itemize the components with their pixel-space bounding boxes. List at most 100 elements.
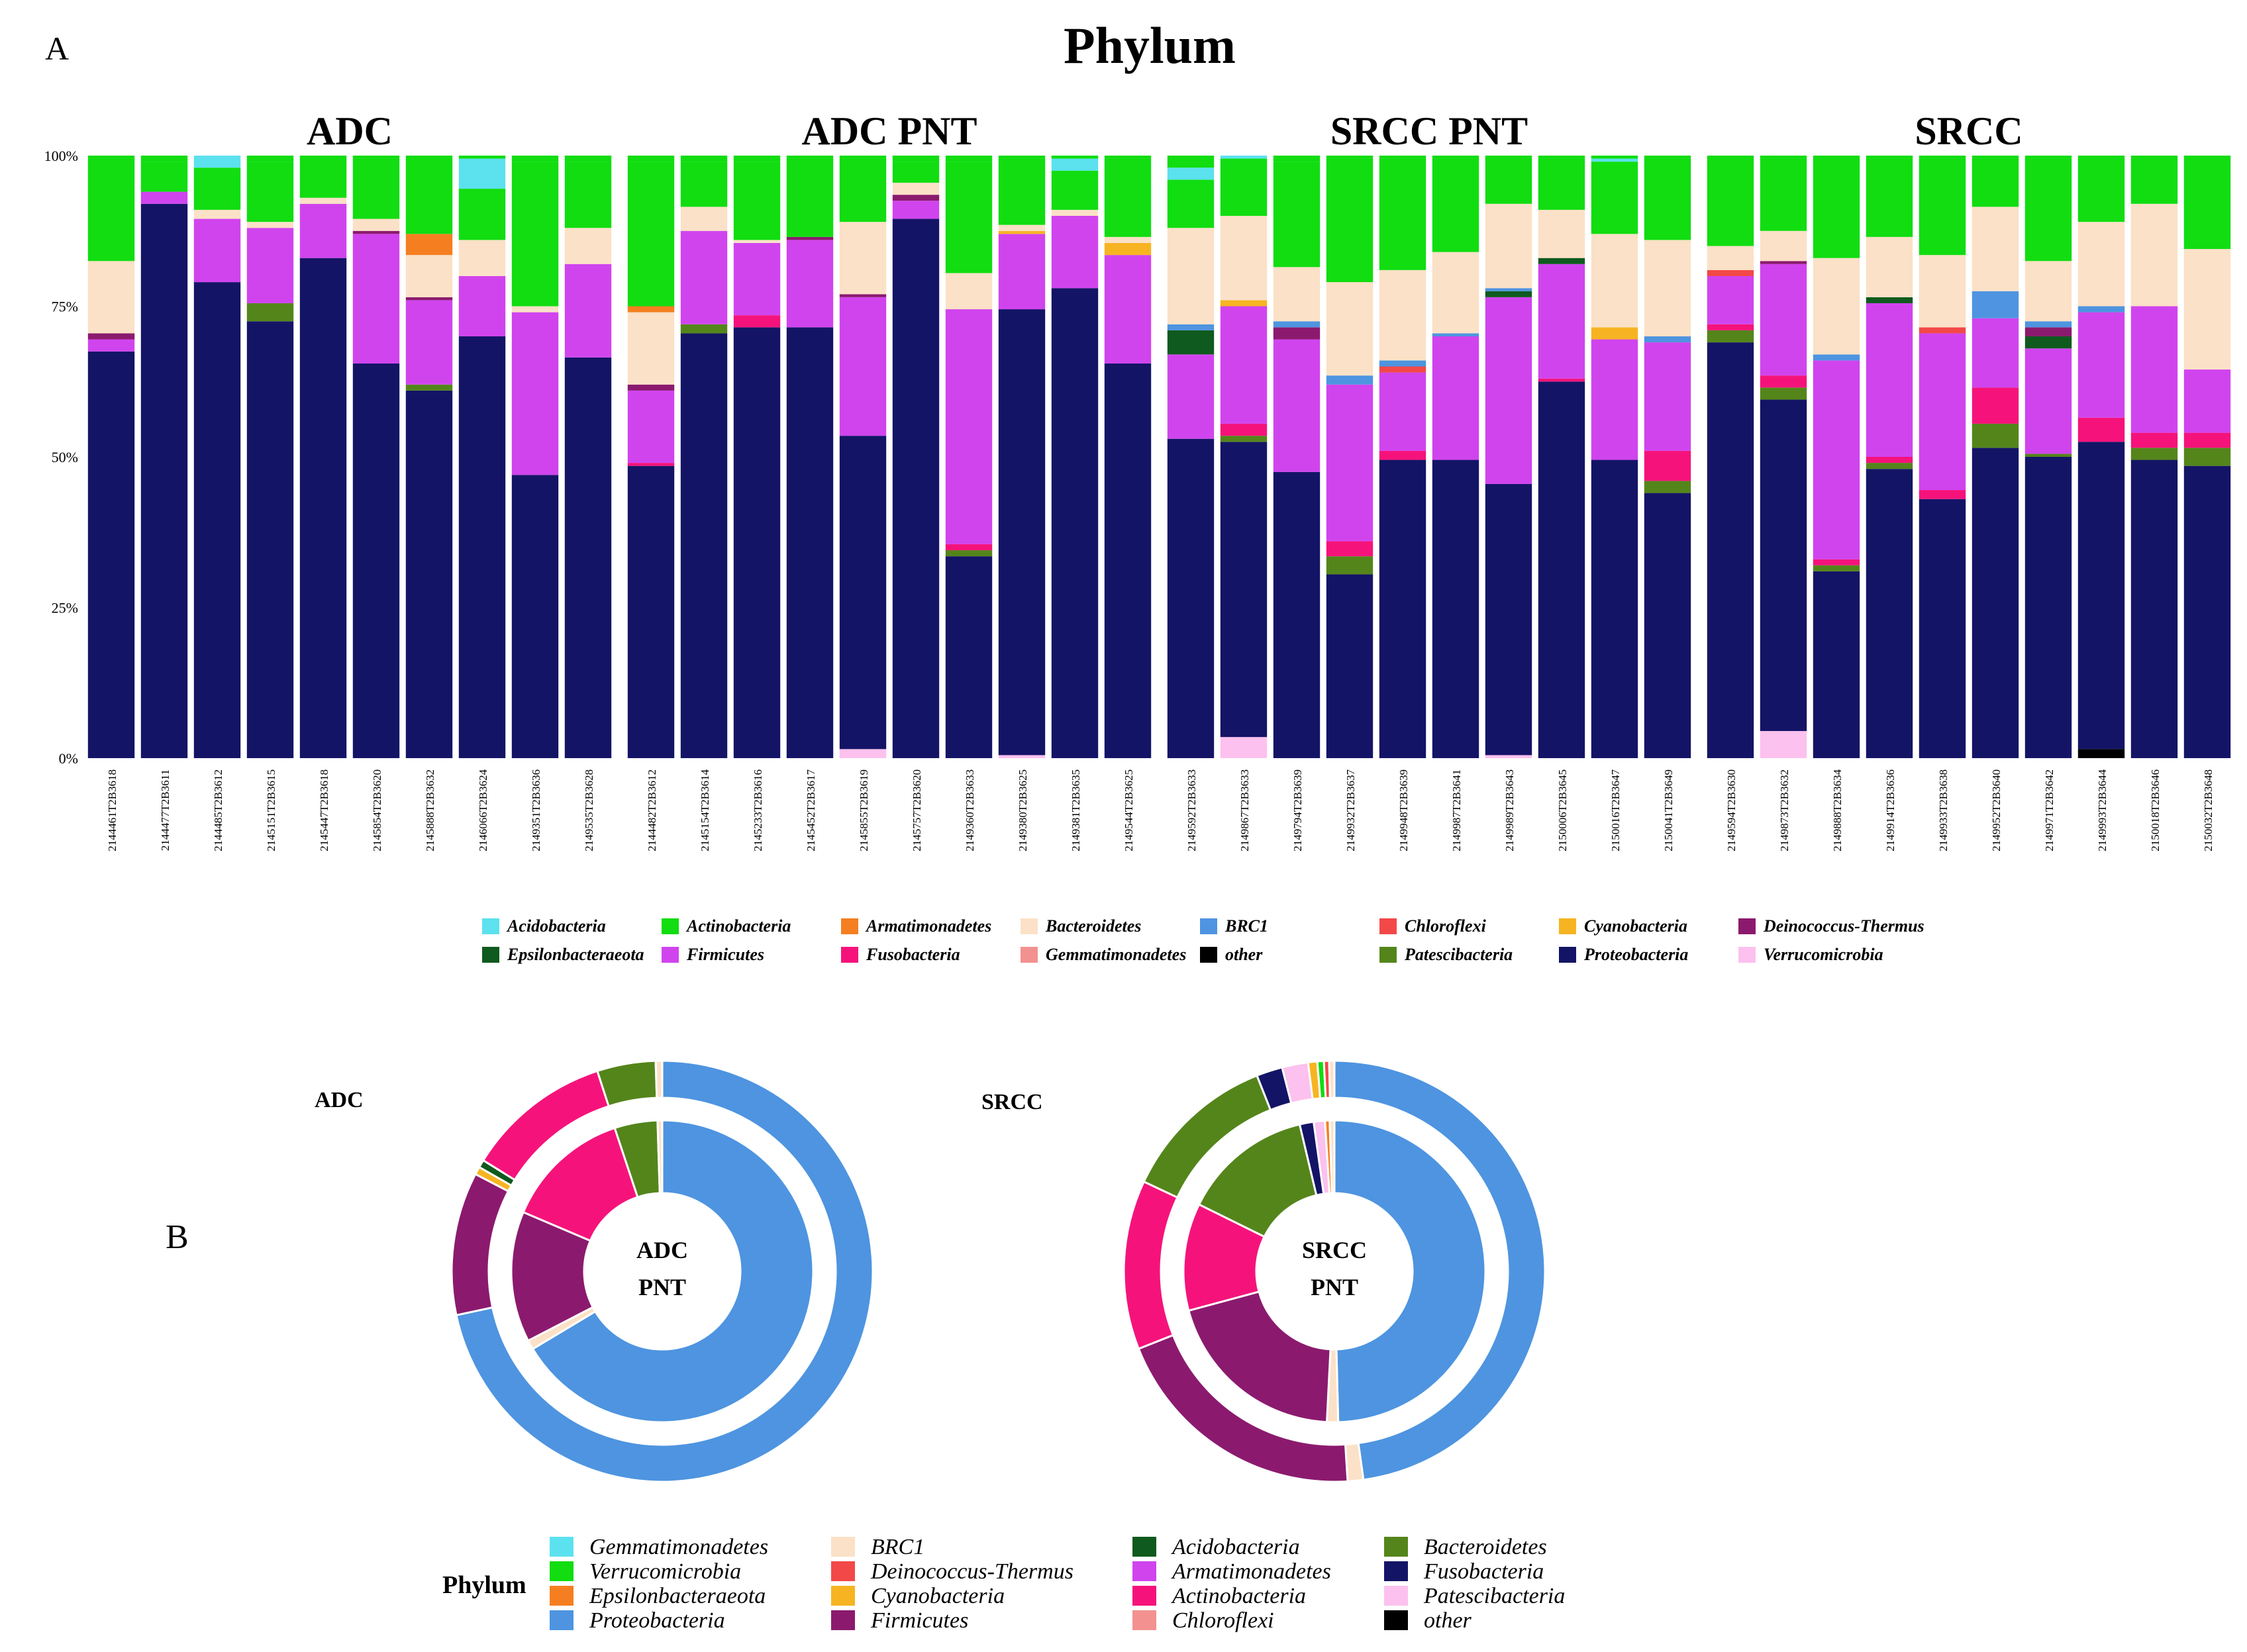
legend-swatch-firmicutes	[662, 947, 679, 963]
bar-segment-cyanobacteria	[1104, 242, 1152, 256]
bar-segment-fusobacteria	[1760, 375, 1807, 388]
bar-segment-brc1	[1273, 321, 1321, 328]
bar-segment-firmicutes	[680, 230, 728, 324]
bar-segment-verrucomicrobia	[1760, 731, 1807, 758]
bar-segment-patescibacteria	[1813, 565, 1860, 571]
bar-segment-proteobacteria	[1591, 460, 1638, 758]
bar-segment-bacteroidetes	[1760, 230, 1807, 262]
bar-segment-actinobacteria	[680, 162, 728, 207]
bar-segment-firmicutes	[405, 300, 453, 385]
bar-segment-actinobacteria	[1432, 156, 1479, 159]
bar-segment-cyanobacteria	[1591, 327, 1638, 340]
bar-segment-epsilonbacteraeota	[1538, 258, 1585, 264]
bar-segment-firmicutes	[1104, 255, 1152, 364]
bar-segment-proteobacteria	[511, 475, 559, 758]
bar-segment-fusobacteria	[627, 463, 675, 466]
bar-segment-proteobacteria	[1485, 483, 1532, 755]
legend-b-label-patescibacteria: Patescibacteria	[1423, 1584, 1565, 1608]
donut-title: ADC	[315, 1088, 364, 1112]
bar-segment-actinobacteria	[892, 156, 940, 162]
sample-label: 2144461T2B3618	[106, 769, 119, 851]
donut-slice-proteobacteria	[531, 1119, 815, 1424]
bar-segment-firmicutes	[1485, 297, 1532, 484]
bar-segment-firmicutes	[1326, 384, 1373, 542]
bar-segment-patescibacteria	[1326, 556, 1373, 575]
legend-label-proteobacteria: Proteobacteria	[1583, 945, 1688, 964]
y-tick-label: 25%	[52, 600, 78, 616]
bar-segment-actinobacteria	[998, 156, 1046, 159]
sample-label: 2149993T2B3644	[2096, 769, 2109, 851]
bar-segment-bacteroidetes	[1379, 269, 1426, 361]
donut-slice-proteobacteria	[455, 1059, 874, 1483]
bar-segment-firmicutes	[1866, 303, 1913, 457]
donut-center-label: ADC	[636, 1237, 688, 1263]
bar-segment-bacteroidetes	[1866, 236, 1913, 297]
bar-segment-actinobacteria	[193, 168, 241, 210]
bar-segment-actinobacteria	[564, 156, 612, 162]
legend-swatch-verrucomicrobia	[1738, 947, 1756, 963]
bar-segment-chloroflexi	[1379, 366, 1426, 373]
bar-segment-deinococcus-thermus	[892, 195, 940, 201]
bar-segment-bacteroidetes	[1644, 240, 1691, 336]
bar-segment-deinococcus-thermus	[87, 333, 135, 340]
legend-b-label-cyanobacteria: Cyanobacteria	[871, 1584, 1005, 1608]
bar-segment-firmicutes	[511, 312, 559, 475]
sample-label: 2145151T2B3615	[265, 769, 277, 851]
bar-segment-bacteroidetes	[352, 219, 400, 231]
bar-segment-bacteroidetes	[1707, 246, 1754, 270]
bar-segment-fusobacteria	[1326, 541, 1373, 557]
legend-b-label-firmicutes: Firmicutes	[870, 1608, 968, 1633]
bar-segment-fusobacteria	[1707, 324, 1754, 330]
bar-segment-proteobacteria	[1379, 460, 1426, 758]
bar-segment-bacteroidetes	[2130, 203, 2178, 307]
legend-label-bacteroidetes: Bacteroidetes	[1045, 916, 1141, 936]
bar-segment-actinobacteria	[1707, 156, 1754, 246]
legend-label-other: other	[1225, 945, 1263, 964]
bar-segment-actinobacteria	[458, 189, 506, 240]
bar-segment-actinobacteria	[87, 156, 135, 159]
bar-segment-actinobacteria	[1104, 156, 1152, 159]
bar-segment-actinobacteria	[1167, 179, 1215, 228]
bar-segment-firmicutes	[352, 234, 400, 364]
bar-segment-proteobacteria	[627, 465, 675, 758]
facet-title: ADC	[307, 109, 393, 153]
bar-segment-brc1	[1813, 354, 1860, 361]
bar-segment-proteobacteria	[1919, 499, 1966, 758]
legend-label-acidobacteria: Acidobacteria	[506, 916, 606, 936]
bar-segment-actinobacteria	[680, 156, 728, 162]
sample-label: 2149867T2B3633	[1238, 769, 1251, 851]
bar-segment-acidobacteria	[1167, 168, 1215, 180]
sample-label: 2149592T2B3633	[1185, 769, 1198, 851]
legend-label-gemmatimonadetes: Gemmatimonadetes	[1046, 945, 1186, 964]
legend-swatch-acidobacteria	[482, 918, 499, 934]
sample-label: 2145854T2B3620	[371, 769, 383, 851]
legend-b-label-gemmatimonadetes: Gemmatimonadetes	[589, 1535, 768, 1559]
bar-segment-actinobacteria	[405, 156, 453, 234]
bar-segment-acidobacteria	[458, 158, 506, 189]
bar-segment-fusobacteria	[1919, 490, 1966, 499]
bar-segment-fusobacteria	[1379, 450, 1426, 460]
figure-title: Phylum	[1064, 17, 1236, 74]
bar-segment-firmicutes	[87, 339, 135, 352]
bar-segment-proteobacteria	[1051, 288, 1099, 758]
bar-segment-proteobacteria	[140, 203, 188, 758]
legend-swatch-cyanobacteria	[1559, 918, 1576, 934]
bar-segment-firmicutes	[1220, 306, 1268, 424]
bar-segment-verrucomicrobia	[839, 749, 887, 758]
bar-segment-patescibacteria	[1220, 436, 1268, 442]
legend-swatch-armatimonadetes	[841, 918, 858, 934]
bar-segment-proteobacteria	[2130, 460, 2178, 758]
bar-segment-proteobacteria	[786, 327, 834, 759]
bar-segment-actinobacteria	[1538, 156, 1585, 159]
legend-swatch-epsilonbacteraeota	[482, 947, 499, 963]
bar-segment-fusobacteria	[2183, 432, 2231, 448]
sample-label: 2150006T2B3645	[1556, 769, 1569, 851]
bar-segment-actinobacteria	[1919, 158, 1966, 256]
bar-segment-bacteroidetes	[733, 240, 781, 243]
donut-slice-bacteroidetes	[596, 1059, 658, 1108]
bar-segment-actinobacteria	[1760, 156, 1807, 159]
donut-center-label: SRCC	[1302, 1237, 1367, 1263]
bar-segment-proteobacteria	[1813, 571, 1860, 758]
sample-label: 2145233T2B3616	[752, 769, 764, 851]
